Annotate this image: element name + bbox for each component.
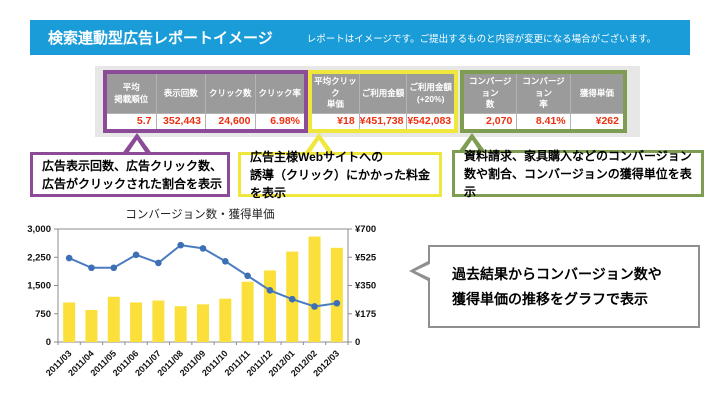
line-point-2011/03 (65, 254, 73, 262)
bar-2011/10 (219, 298, 232, 342)
metric-value: 24,600 (206, 114, 255, 129)
metric-value: 2,070 (464, 114, 517, 129)
line-point-2012/03 (333, 299, 341, 307)
metric-group-display-metrics: 平均 掲載順位 5.7 表示回数 352,443 クリック数 24,600 クリック率 6.9… (103, 70, 308, 133)
metric-header: ご利用金額 (+20%) (407, 74, 455, 113)
bar-2011/03 (63, 302, 76, 342)
bar-2011/07 (152, 300, 165, 342)
metric-value: 5.7 (107, 114, 156, 129)
line-point-2011/06 (132, 251, 140, 259)
callout-pointer-icon (121, 133, 153, 155)
callout-pointer-icon (303, 133, 335, 155)
metric-header: ご利用金額 (359, 74, 407, 113)
bubble-tail-fill (415, 263, 432, 279)
line-point-2011/05 (110, 264, 118, 272)
metric-value: 352,443 (156, 114, 205, 129)
bar-2012/02 (308, 236, 321, 342)
callout-box-1: 広告主様Webサイトへの 誘導（クリック）にかかった料金を表示 (238, 150, 442, 200)
metric-value: 8.41% (517, 114, 570, 129)
y-right-tick-label: ¥700 (355, 224, 376, 235)
metric-header: クリック率 (255, 74, 304, 113)
metric-column: クリック率 6.98% (255, 74, 304, 129)
chart-note-bubble: 過去結果からコンバージョン数や 獲得単価の推移をグラフで表示 (409, 245, 700, 328)
metric-value: ¥262 (570, 114, 623, 129)
metric-header: コンバージョン 率 (517, 74, 570, 113)
line-point-2011/08 (177, 241, 184, 249)
metric-column: 平均クリック 単価 ¥18 (312, 74, 359, 129)
line-point-2011/07 (155, 259, 162, 267)
chart-title: コンバージョン数・獲得単価 (125, 209, 275, 221)
line-point-2011/09 (199, 245, 207, 252)
metric-column: コンバージョン 率 8.41% (517, 74, 570, 129)
line-point-2011/11 (244, 272, 251, 280)
metric-group-cost-metrics: 平均クリック 単価 ¥18 ご利用金額 ¥451,738 ご利用金額 (+20%) ¥54… (308, 70, 458, 133)
y-right-tick-label: 0 (355, 337, 360, 348)
y-right-tick-label: ¥350 (355, 281, 376, 292)
header-disclaimer-note: レポートはイメージです。ご提出するものと内容が変更になる場合がございます。 (306, 33, 657, 45)
metric-column: ご利用金額 ¥451,738 (359, 74, 407, 129)
bar-2011/06 (130, 302, 143, 342)
metric-value: ¥18 (312, 114, 359, 129)
y-right-tick-label: ¥525 (355, 252, 377, 263)
bar-2011/04 (85, 309, 98, 342)
bar-2012/03 (330, 247, 343, 342)
callout-box-2: 資料請求、家具購入などのコンバージョン 数や割合、コンバージョンの獲得単位を表示 (452, 149, 704, 199)
line-point-2012/02 (311, 303, 318, 310)
bar-2011/09 (197, 304, 209, 342)
bar-2011/08 (174, 306, 187, 342)
metric-group-conversion-metrics: コンバージョン 数 2,070 コンバージョン 率 8.41% 獲得単価 ¥262 (460, 70, 627, 133)
y-left-tick-label: 1,500 (27, 281, 51, 292)
callout-text: 広告主様Webサイトへの 誘導（クリック）にかかった料金を表示 (250, 149, 431, 200)
metric-header: 獲得単価 (570, 74, 623, 113)
metric-header: 表示回数 (156, 74, 205, 113)
metric-header: 平均クリック 単価 (312, 74, 359, 113)
metric-header: クリック数 (206, 74, 255, 113)
metric-column: クリック数 24,600 (206, 74, 255, 129)
line-point-2011/12 (266, 287, 274, 294)
callout-text: 資料請求、家具購入などのコンバージョン 数や割合、コンバージョンの獲得単位を表示 (464, 148, 692, 199)
callout-text: 広告表示回数、広告クリック数、 広告がクリックされた割合を表示 (42, 158, 223, 191)
page-title: 検索連動型広告レポートイメージ (48, 30, 273, 47)
metric-value: ¥542,083 (407, 114, 455, 129)
line-point-2011/10 (222, 257, 229, 265)
y-left-tick-label: 0 (46, 337, 51, 348)
metric-column: 獲得単価 ¥262 (570, 74, 623, 129)
y-right-tick-label: ¥175 (355, 309, 377, 320)
metric-header: コンバージョン 数 (464, 74, 517, 113)
y-left-tick-label: 3,000 (27, 224, 51, 235)
header-bar: 検索連動型広告レポートイメージ レポートはイメージです。ご提出するものと内容が変… (30, 20, 690, 55)
metric-column: 平均 掲載順位 5.7 (107, 74, 156, 129)
y-left-tick-label: 750 (35, 309, 51, 320)
metric-header: 平均 掲載順位 (107, 74, 156, 113)
metric-value: 6.98% (255, 114, 304, 129)
metric-column: ご利用金額 (+20%) ¥542,083 (407, 74, 455, 129)
bar-2011/12 (263, 270, 276, 342)
conversion-trend-chart: 07501,5002,2503,0000¥175¥350¥525¥7002011… (27, 224, 377, 378)
metric-value: ¥451,738 (359, 114, 407, 129)
bar-2011/11 (241, 281, 254, 342)
line-point-2011/04 (88, 264, 95, 272)
line-point-2012/01 (288, 295, 296, 303)
chart-note-text: 過去結果からコンバージョン数や 獲得単価の推移をグラフで表示 (452, 266, 662, 307)
bar-2011/05 (107, 296, 120, 342)
callout-box-0: 広告表示回数、広告クリック数、 広告がクリックされた割合を表示 (30, 152, 230, 197)
metric-column: コンバージョン 数 2,070 (464, 74, 517, 129)
metric-column: 表示回数 352,443 (156, 74, 205, 129)
y-left-tick-label: 2,250 (27, 252, 51, 263)
